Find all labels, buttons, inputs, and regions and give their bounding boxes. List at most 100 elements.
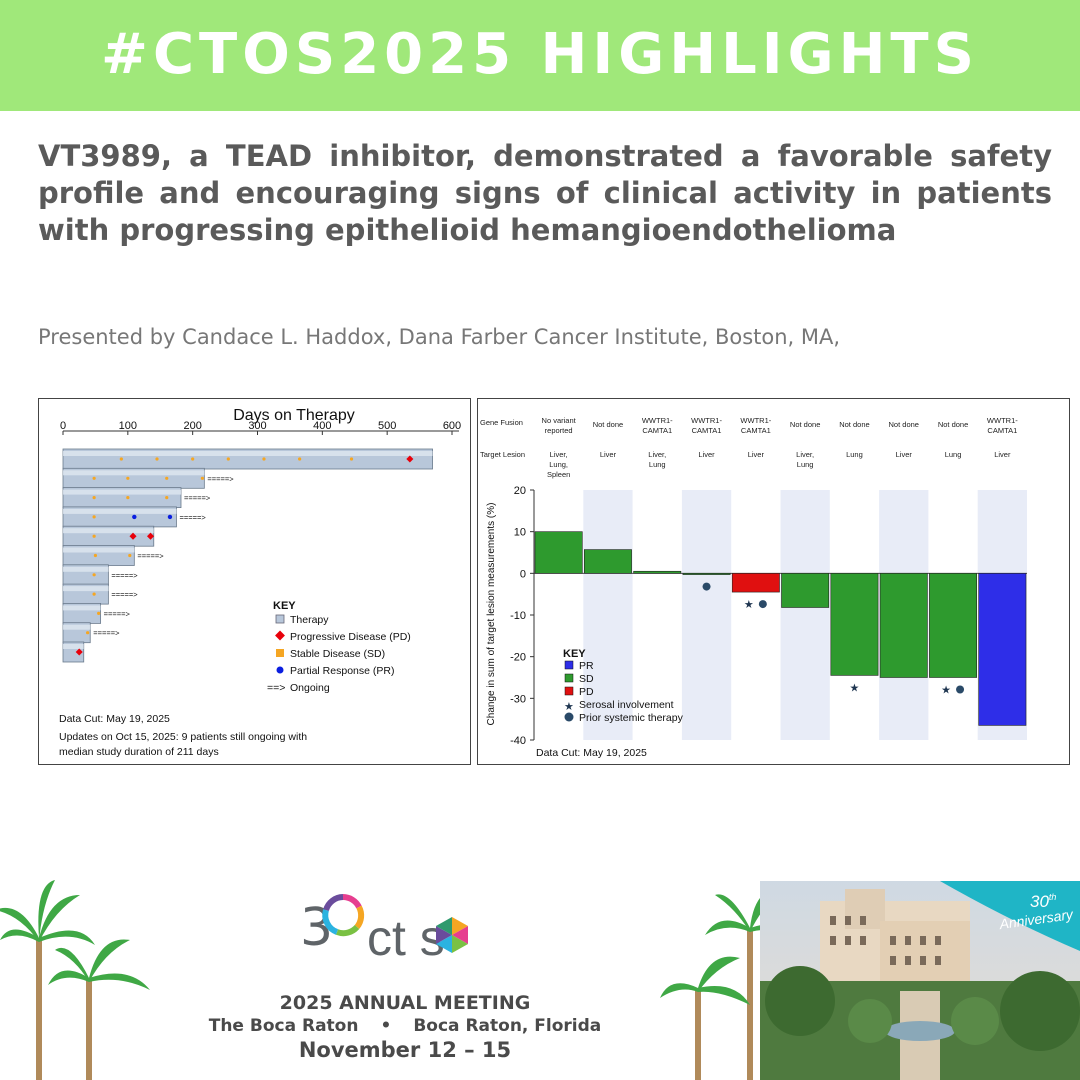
waterfall-y-tick-label: 10	[514, 527, 526, 539]
swimmer-note-0: Data Cut: May 19, 2025	[59, 713, 170, 725]
swimmer-chart-panel: Days on Therapy 0 100 200 300 400 500 600 ====…	[38, 398, 471, 765]
target-lesion-label: Liver	[994, 450, 1011, 459]
waterfall-bar	[633, 570, 682, 574]
waterfall-y-tick-label: -40	[510, 735, 526, 747]
meeting-venue: The Boca Raton • Boca Raton, Florida	[200, 1016, 610, 1036]
swimmer-x-tick-label: 300	[248, 420, 266, 432]
waterfall-y-tick-label: 20	[514, 485, 526, 497]
serosal-marker: ★	[850, 682, 860, 694]
therapy-bar-highlight	[63, 451, 433, 456]
pr-marker	[167, 514, 173, 520]
sd-marker	[92, 476, 96, 480]
sd-marker	[262, 457, 266, 461]
sd-marker	[92, 515, 96, 519]
gene-fusion-label: CAMTA1	[741, 426, 771, 435]
pr-key-swatch	[564, 660, 574, 670]
venue-location: Boca Raton, Florida	[413, 1016, 602, 1036]
target-lesion-label: Lung	[846, 450, 863, 459]
pd-marker	[406, 455, 414, 463]
waterfall-y-tick-label: -20	[510, 652, 526, 664]
sd-marker	[126, 496, 130, 500]
target-lesion-label: Liver	[698, 450, 715, 459]
gene-fusion-label: Not done	[593, 420, 623, 429]
serosal-marker: ★	[941, 685, 951, 697]
gene-fusion-label: WWTR1-	[691, 416, 722, 425]
sd-marker	[128, 553, 132, 558]
swimmer-note-2: median study duration of 211 days	[59, 746, 219, 758]
ongoing-arrow: =====>	[184, 494, 211, 503]
venue-name: The Boca Raton	[208, 1016, 359, 1036]
column-band	[583, 490, 633, 740]
pr-marker	[132, 514, 137, 520]
sd-marker	[119, 457, 123, 461]
sd-marker	[92, 496, 96, 500]
ctos-logo: 3 ct s	[300, 894, 468, 965]
prior-therapy-marker	[956, 685, 965, 694]
waterfall-bar	[830, 573, 879, 676]
therapy-bar-highlight	[63, 547, 135, 553]
waterfall-bar	[978, 573, 1027, 726]
waterfall-key-label-3: Serosal involvement	[579, 699, 674, 711]
gene-fusion-row-label: Gene Fusion	[480, 418, 523, 427]
target-lesion-label: Liver	[896, 450, 913, 459]
target-lesion-label: Liver,	[648, 450, 666, 459]
ongoing-arrow: =====>	[137, 552, 164, 561]
therapy-bar-highlight	[63, 470, 205, 476]
sd-marker	[126, 476, 130, 480]
anniversary-badge: 30th Anniversary	[940, 881, 1080, 951]
waterfall-y-axis-label: Change in sum of target lesion measureme…	[486, 503, 497, 726]
headline: VT3989, a TEAD inhibitor, demonstrated a…	[38, 139, 1052, 247]
meeting-title: 2025 ANNUAL MEETING	[279, 992, 531, 1014]
target-lesion-label: Liver	[600, 450, 617, 459]
sd-marker	[92, 592, 96, 596]
sd-marker	[92, 534, 96, 538]
target-lesion-label: Lung	[945, 450, 962, 459]
serosal-marker: ★	[744, 599, 754, 611]
swimmer-key-label-2: Stable Disease (SD)	[290, 648, 385, 660]
ongoing-arrow: =====>	[104, 609, 131, 618]
waterfall-key-label-1: SD	[579, 673, 594, 685]
waterfall-y-tick-label: -30	[510, 693, 526, 705]
waterfall-bar	[682, 573, 731, 575]
column-band	[681, 490, 732, 740]
prior-therapy-marker	[702, 582, 711, 591]
waterfall-bar	[731, 573, 780, 593]
swimmer-note-1: Updates on Oct 15, 2025: 9 patients stil…	[59, 731, 307, 743]
sd-key-swatch-wf	[564, 673, 574, 683]
swimmer-key-label-3: Partial Response (PR)	[290, 665, 394, 677]
swimmer-chart: Days on Therapy 0 100 200 300 400 500 600 ====…	[59, 407, 461, 758]
pr-key-dot	[276, 666, 284, 674]
ongoing-arrow: =====>	[111, 571, 138, 580]
swimmer-x-tick-label: 500	[378, 420, 396, 432]
sd-marker	[349, 457, 354, 461]
ongoing-arrow: =====>	[93, 629, 120, 638]
sd-marker	[226, 457, 230, 461]
gene-fusion-label: reported	[545, 426, 573, 435]
header-banner: #CTOS2025 HIGHLIGHTS	[0, 0, 1080, 111]
therapy-bar-highlight	[63, 566, 109, 572]
gene-fusion-label: WWTR1-	[642, 416, 673, 425]
waterfall-chart: Gene Fusion Target Lesion No variantrepo…	[480, 416, 1027, 759]
waterfall-y-tick-label: 0	[520, 568, 526, 580]
gene-fusion-label: WWTR1-	[987, 416, 1018, 425]
serosal-key-star: ★	[564, 701, 574, 713]
sd-marker	[165, 496, 169, 500]
gene-fusion-label: CAMTA1	[692, 426, 722, 435]
swimmer-x-tick-label: 600	[443, 420, 461, 432]
target-lesion-label: Lung,	[549, 460, 568, 469]
swimmer-key-label-0: Therapy	[290, 614, 329, 626]
ongoing-arrow: =====>	[207, 474, 234, 483]
waterfall-bar	[929, 573, 977, 678]
swimmer-chart-title: Days on Therapy	[233, 407, 355, 424]
therapy-bar-highlight	[63, 528, 154, 534]
swimmer-x-tick-label: 400	[313, 420, 331, 432]
target-lesion-row-label: Target Lesion	[480, 450, 525, 459]
swimmer-x-tick-label: 200	[183, 420, 201, 432]
waterfall-key-label-2: PD	[579, 686, 594, 698]
gene-fusion-label: CAMTA1	[642, 426, 672, 435]
therapy-bar-highlight	[63, 489, 181, 495]
target-lesion-label: Liver,	[796, 450, 814, 459]
gene-fusion-label: Not done	[839, 420, 869, 429]
pd-key-diamond	[275, 630, 285, 641]
swimmer-x-tick-label: 100	[119, 420, 137, 432]
